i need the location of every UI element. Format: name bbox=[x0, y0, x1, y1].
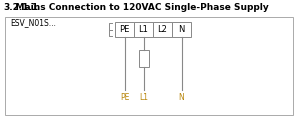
Bar bbox=[153, 22, 172, 37]
Text: L1: L1 bbox=[139, 93, 148, 102]
Bar bbox=[5, 17, 293, 115]
Bar bbox=[139, 50, 148, 67]
Text: L2: L2 bbox=[158, 25, 167, 34]
Bar bbox=[172, 22, 191, 37]
Bar bbox=[115, 22, 134, 37]
Bar bbox=[134, 22, 153, 37]
Text: ESV_N01S...: ESV_N01S... bbox=[10, 18, 56, 27]
Text: PE: PE bbox=[120, 93, 129, 102]
Text: L1: L1 bbox=[139, 25, 148, 34]
Text: N: N bbox=[178, 93, 184, 102]
Text: N: N bbox=[178, 25, 185, 34]
Text: Mains Connection to 120VAC Single-Phase Supply: Mains Connection to 120VAC Single-Phase … bbox=[3, 3, 269, 12]
Text: 3.2.1.1: 3.2.1.1 bbox=[3, 3, 38, 12]
Text: PE: PE bbox=[119, 25, 130, 34]
